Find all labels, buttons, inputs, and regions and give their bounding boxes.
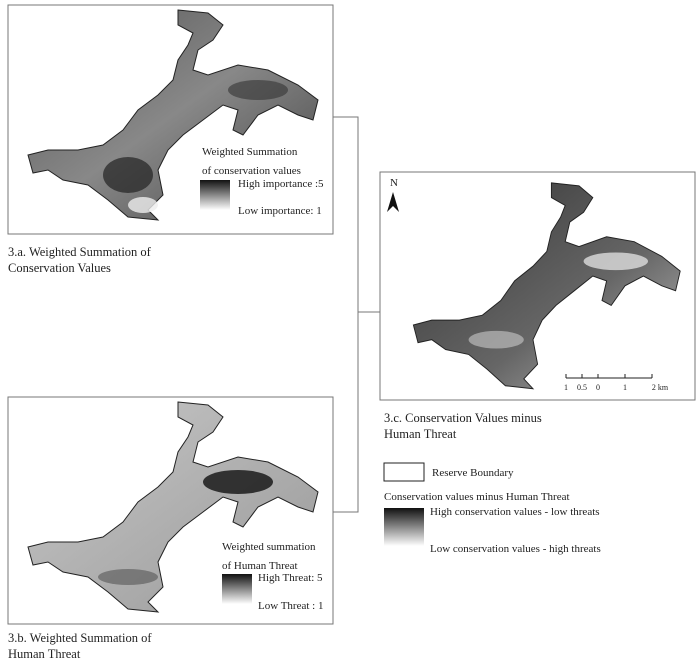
- legend-high: High Threat: 5: [258, 572, 323, 584]
- connectors: [333, 117, 380, 512]
- panel-b: Weighted summation of Human Threat High …: [8, 397, 333, 661]
- panel-c: N 1 0.5 0 1 2 km 3.c. Conservation Value…: [380, 172, 695, 441]
- map-zone: [584, 252, 648, 270]
- legend-low: Low conservation values - high threats: [430, 543, 601, 555]
- figure: Weighted Summation of conservation value…: [0, 0, 696, 665]
- legend-ramp: [222, 574, 252, 604]
- boundary-swatch: [384, 463, 424, 481]
- legend-boundary: Reserve Boundary: [432, 467, 514, 479]
- legend-title: of Human Threat: [222, 560, 298, 572]
- panel-a: Weighted Summation of conservation value…: [8, 5, 333, 275]
- caption: Human Threat: [8, 647, 81, 661]
- legend-low: Low importance: 1: [238, 205, 322, 217]
- map-zone: [228, 80, 288, 100]
- legend-low: Low Threat : 1: [258, 600, 323, 612]
- scale-label: 1: [564, 383, 568, 392]
- map-zone: [128, 197, 158, 213]
- legend-ramp: [384, 508, 424, 546]
- legend-title: Weighted Summation: [202, 146, 298, 158]
- scale-label: 2 km: [652, 383, 669, 392]
- legend-title: Conservation values minus Human Threat: [384, 491, 570, 503]
- caption: 3.b. Weighted Summation of: [8, 631, 152, 645]
- north-label: N: [390, 177, 398, 189]
- legend-high: High importance :5: [238, 178, 324, 190]
- scale-label: 1: [623, 383, 627, 392]
- map-zone: [469, 331, 524, 349]
- map-zone: [98, 569, 158, 585]
- map-zone: [103, 157, 153, 193]
- scale-label: 0: [596, 383, 600, 392]
- legend-ramp: [200, 180, 230, 210]
- caption: Human Threat: [384, 427, 457, 441]
- legend-high: High conservation values - low threats: [430, 506, 600, 518]
- scale-label: 0.5: [577, 383, 587, 392]
- legend-title: of conservation values: [202, 165, 301, 177]
- caption: Conservation Values: [8, 261, 111, 275]
- map-zone: [203, 470, 273, 494]
- legend: Reserve Boundary Conservation values min…: [384, 463, 601, 555]
- legend-title: Weighted summation: [222, 541, 316, 553]
- caption: 3.c. Conservation Values minus: [384, 411, 542, 425]
- caption: 3.a. Weighted Summation of: [8, 245, 152, 259]
